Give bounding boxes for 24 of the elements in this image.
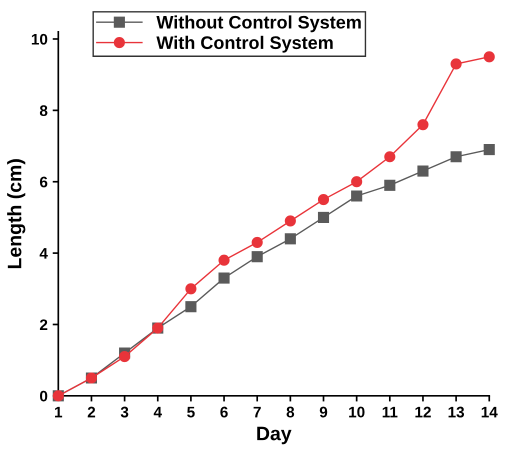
- x-tick-label: 7: [254, 406, 261, 418]
- x-tick-label: 11: [382, 406, 398, 418]
- x-tick-label: 12: [415, 406, 431, 418]
- y-tick-label: 2: [40, 319, 48, 330]
- x-tick-label: 5: [187, 406, 195, 418]
- y-tick-label: 0: [40, 390, 48, 402]
- x-tick-label: 8: [286, 406, 294, 418]
- x-axis-title: Day: [257, 426, 292, 444]
- y-tick-label: 10: [32, 34, 48, 45]
- x-tick-label: 6: [220, 406, 228, 418]
- x-tick-label: 9: [320, 406, 328, 418]
- legend-label: With Control System: [156, 36, 333, 53]
- y-tick-label: 4: [40, 248, 48, 259]
- y-tick-label: 6: [40, 176, 48, 188]
- x-tick-label: 10: [349, 406, 365, 418]
- x-tick-label: 2: [88, 406, 96, 418]
- x-tick-label: 3: [120, 406, 128, 418]
- x-tick-label: 1: [55, 406, 62, 418]
- y-axis-title: Length (cm): [7, 159, 26, 268]
- y-tick-label: 8: [40, 105, 48, 116]
- x-tick-label: 4: [154, 406, 162, 418]
- legend-label: Without Control System: [156, 15, 361, 32]
- x-tick-label: 13: [448, 406, 464, 418]
- x-tick-label: 14: [482, 406, 498, 418]
